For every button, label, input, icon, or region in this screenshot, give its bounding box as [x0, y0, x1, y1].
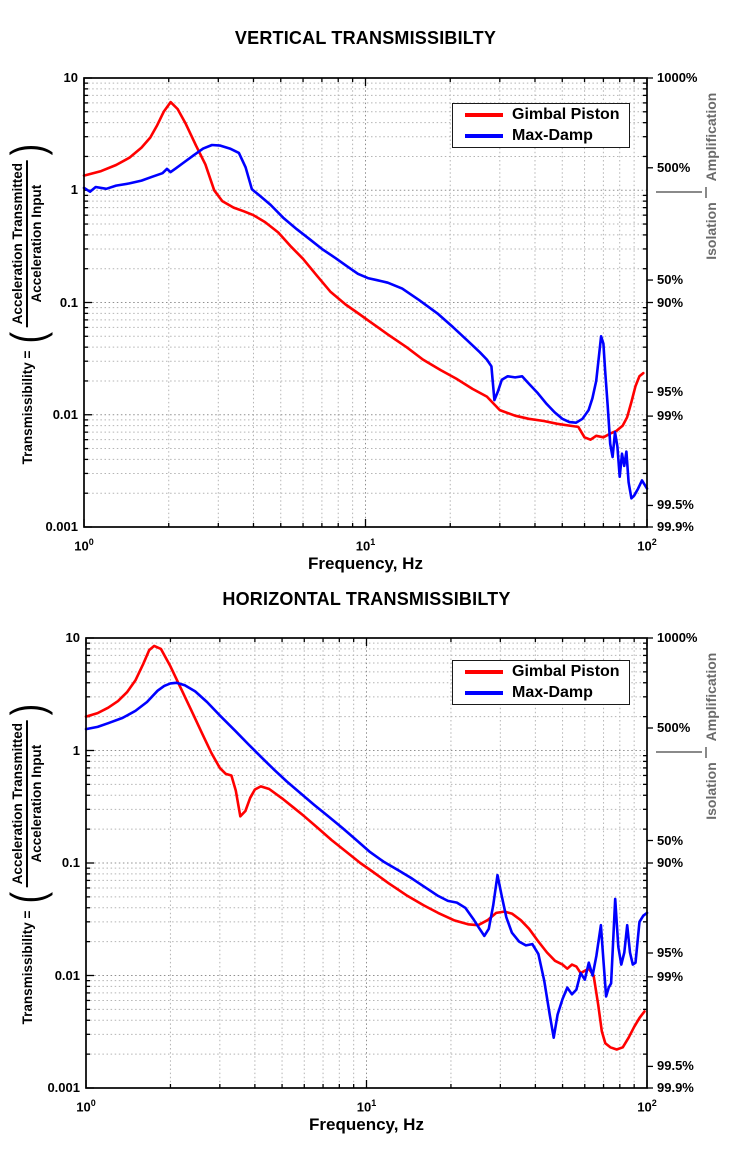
x-axis-label: Frequency, Hz	[308, 554, 423, 573]
series-line-max-damp	[82, 143, 649, 500]
chart-title: HORIZONTAL TRANSMISSIBILTY	[222, 589, 511, 609]
legend-item-max-damp: Max-Damp	[465, 127, 619, 145]
fraction-denominator: Acceleration Input	[29, 744, 44, 863]
right-axis-percent-label: 99%	[657, 968, 684, 984]
y-tick-label: 0.001	[45, 519, 78, 534]
series-line-gimbal-piston	[82, 100, 645, 441]
right-axis-percent-label: 500%	[657, 159, 691, 175]
y-tick-label: 0.01	[54, 967, 80, 983]
x-tick-label: 101	[355, 537, 376, 554]
legend-label: Max-Damp	[512, 684, 593, 701]
y-tick-label: 1	[72, 742, 80, 758]
chart-title: VERTICAL TRANSMISSIBILTY	[234, 28, 497, 48]
plot-frame	[85, 637, 648, 1089]
gimbal-piston-line-swatch	[465, 670, 503, 674]
y-tick-label: 10	[65, 630, 80, 645]
gimbal-piston-line-swatch	[465, 113, 503, 117]
fraction-denominator: Acceleration Input	[29, 184, 44, 303]
right-axis-divider-line	[656, 751, 702, 754]
plot-area-vertical	[82, 77, 653, 528]
series-line-max-damp	[84, 681, 649, 1039]
isolation-label: Isolation	[703, 202, 719, 260]
y-tick-label: 0.001	[47, 1080, 80, 1095]
legend-label: Gimbal Piston	[512, 106, 620, 123]
legend-item-gimbal-piston: Gimbal Piston	[465, 106, 620, 124]
series-line-gimbal-piston	[84, 644, 646, 1051]
fraction-close-paren: )	[1, 703, 53, 716]
right-axis-word-divider	[705, 187, 707, 199]
isolation-label: Isolation	[703, 762, 719, 821]
right-axis-percent-label: 1000%	[657, 630, 698, 645]
right-axis-percent-label: 50%	[657, 832, 684, 848]
amplification-label: Amplification	[703, 653, 719, 742]
right-axis-divider-line	[656, 191, 702, 194]
right-axis-percent-label: 99%	[657, 408, 684, 424]
grid-major	[86, 638, 647, 1088]
y-tick-label: 10	[63, 70, 78, 85]
right-axis-percent-label: 95%	[657, 945, 684, 960]
y-tick-label: 0.01	[52, 406, 78, 422]
plot-area-horizontal	[84, 637, 653, 1089]
right-axis-percent-label: 500%	[657, 720, 691, 735]
fraction-close-paren: )	[1, 143, 53, 155]
right-axis-percent-label: 99.5%	[657, 1058, 694, 1074]
right-axis-percent-label: 90%	[657, 294, 684, 310]
right-axis-percent-label: 50%	[657, 272, 684, 288]
legend-item-max-damp: Max-Damp	[465, 684, 619, 702]
max-damp-line-swatch	[465, 134, 503, 138]
vertical-transmissibility-chart: VERTICAL TRANSMISSIBILTY Transmissibilit…	[1, 28, 719, 573]
x-tick-label: 101	[356, 1098, 377, 1115]
legend: Gimbal Piston Max-Damp	[452, 660, 630, 705]
fraction-open-paren: (	[1, 331, 53, 344]
x-tick-label: 102	[637, 1098, 657, 1115]
axis-ticks	[85, 637, 653, 1089]
grid-major	[84, 78, 647, 527]
fraction-open-paren: (	[1, 892, 53, 904]
y-tick-label: 1	[70, 182, 78, 198]
right-axis-percent-label: 99.9%	[657, 519, 694, 534]
y-tick-label: 0.1	[59, 294, 78, 310]
right-axis-word-divider	[705, 747, 707, 759]
max-damp-line-swatch	[465, 691, 503, 695]
grid-minor	[84, 78, 647, 527]
plot-frame	[83, 77, 648, 528]
amplification-label: Amplification	[703, 92, 719, 182]
horizontal-transmissibility-chart: HORIZONTAL TRANSMISSIBILTY Transmissibil…	[0, 587, 745, 1173]
x-tick-label: 102	[637, 537, 657, 554]
x-tick-label: 100	[76, 1098, 96, 1115]
right-axis-percent-label: 99.5%	[657, 497, 694, 513]
legend-label: Gimbal Piston	[512, 663, 620, 680]
x-axis-label: Frequency, Hz	[309, 1115, 424, 1134]
legend-label: Max-Damp	[512, 127, 593, 144]
legend-item-gimbal-piston: Gimbal Piston	[465, 663, 620, 681]
x-tick-label: 100	[74, 537, 94, 554]
right-axis-percent-label: 99.9%	[657, 1080, 694, 1095]
right-axis-percent-label: 1000%	[657, 70, 698, 85]
right-axis-percent-label: 95%	[657, 384, 684, 400]
right-axis-percent-label: 90%	[657, 855, 684, 870]
y-tick-label: 0.1	[61, 855, 80, 870]
legend: Gimbal Piston Max-Damp	[452, 103, 630, 148]
